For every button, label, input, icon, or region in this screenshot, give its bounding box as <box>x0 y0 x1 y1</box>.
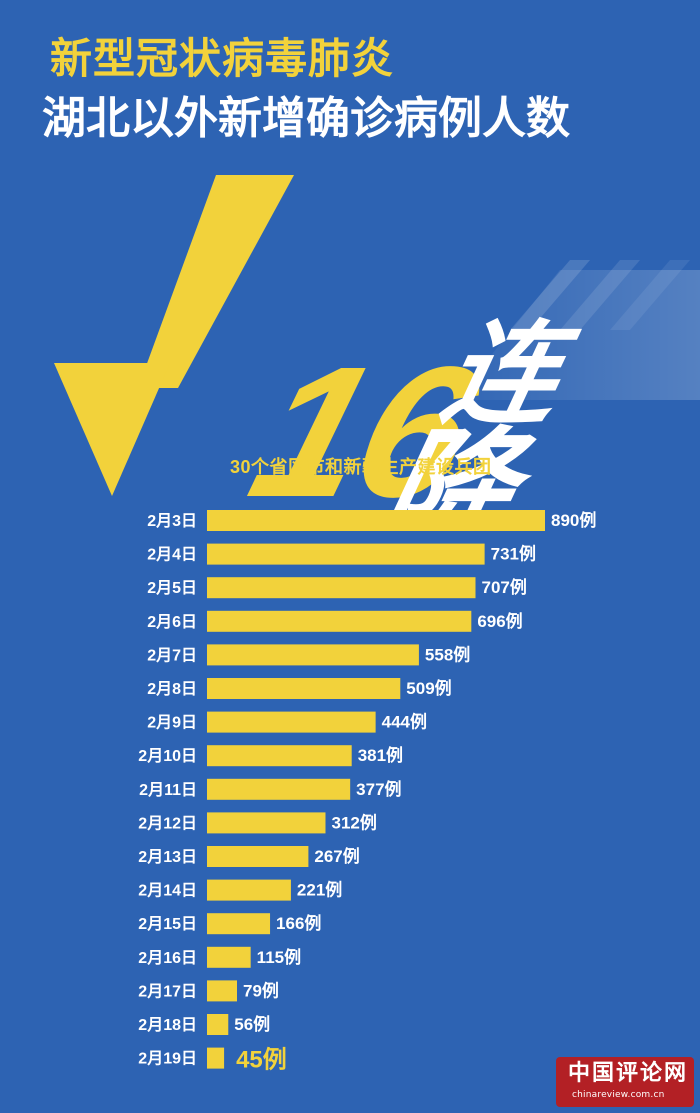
bar <box>207 577 476 599</box>
hero-decoration <box>54 175 700 496</box>
chart-subtitle: 30个省区市和新疆生产建设兵团 <box>230 457 492 477</box>
bar-value-label: 444例 <box>382 712 427 732</box>
bar <box>207 846 309 867</box>
bar <box>207 711 376 733</box>
stripe-panel <box>455 260 700 400</box>
watermark-url: chinareview.com.cn <box>572 1090 665 1100</box>
headline-topic: 新型冠状病毒肺炎 <box>50 35 395 82</box>
watermark-badge <box>556 1057 694 1107</box>
bar <box>207 1014 229 1035</box>
bar-value-label: 377例 <box>356 779 401 799</box>
bar <box>207 980 238 1002</box>
bar-date-label: 2月8日 <box>147 680 197 698</box>
bar-date-label: 2月4日 <box>147 546 197 564</box>
bar <box>207 879 291 901</box>
bar-date-label: 2月3日 <box>147 512 197 530</box>
bar-date-label: 2月16日 <box>138 949 197 967</box>
bar-value-label: 731例 <box>491 544 536 564</box>
bar-value-label: 45例 <box>236 1047 287 1074</box>
bar <box>207 610 472 632</box>
bar-date-label: 2月17日 <box>138 982 197 1000</box>
bar-value-label: 509例 <box>406 678 451 698</box>
bar-chart-svg: 2月3日 890例 2月4日 731例 2月5日 707例 2月6日 696例 2月7日 558例… <box>138 510 596 1074</box>
bar-value-label: 707例 <box>482 577 527 597</box>
bar-date-label: 2月9日 <box>147 714 197 732</box>
headline-main: 湖北以外新增确诊病例人数 <box>42 94 570 143</box>
bar-value-label: 381例 <box>358 745 403 765</box>
bar-value-label: 221例 <box>297 880 342 900</box>
bar-value-label: 79例 <box>243 980 279 1000</box>
bar-date-label: 2月12日 <box>138 814 197 832</box>
hero-graphic: 16 连 降 <box>0 150 700 530</box>
bar-value-label: 312例 <box>331 812 376 832</box>
bar <box>207 946 251 968</box>
bar-chart: 2月3日 890例 2月4日 731例 2月5日 707例 2月6日 696例 2月7日 558例… <box>0 500 700 1090</box>
bar-date-label: 2月14日 <box>138 882 197 900</box>
bar <box>207 745 352 767</box>
hero-char-lian: 连 <box>432 312 572 437</box>
bar-value-label: 166例 <box>276 913 321 933</box>
bar-value-label: 267例 <box>314 846 359 866</box>
bar <box>207 778 351 800</box>
bar-date-label: 2月13日 <box>138 848 197 866</box>
bar-value-label: 115例 <box>257 947 301 967</box>
watermark-name: 中国评论网 <box>568 1061 689 1086</box>
bar <box>207 510 545 531</box>
bar <box>207 1047 225 1069</box>
bar-date-label: 2月10日 <box>138 747 197 765</box>
bar <box>207 812 326 834</box>
bar-date-label: 2月19日 <box>138 1050 197 1068</box>
bar-value-label: 56例 <box>234 1014 270 1034</box>
bar-date-label: 2月5日 <box>147 579 197 597</box>
bar-date-label: 2月18日 <box>138 1016 197 1034</box>
bar-value-label: 558例 <box>425 644 470 664</box>
bar-date-label: 2月15日 <box>138 915 197 933</box>
watermark: 中国评论网 chinareview.com.cn <box>556 1057 694 1107</box>
bar-value-label: 890例 <box>551 510 596 530</box>
down-arrow-icon <box>54 175 294 496</box>
bar <box>207 644 419 666</box>
bar <box>207 913 271 935</box>
bar-date-label: 2月7日 <box>147 646 197 664</box>
bar <box>207 678 401 699</box>
bar-date-label: 2月6日 <box>147 613 197 631</box>
bar-value-label: 696例 <box>477 611 522 631</box>
bar <box>207 543 485 565</box>
bar-date-label: 2月11日 <box>139 781 197 799</box>
